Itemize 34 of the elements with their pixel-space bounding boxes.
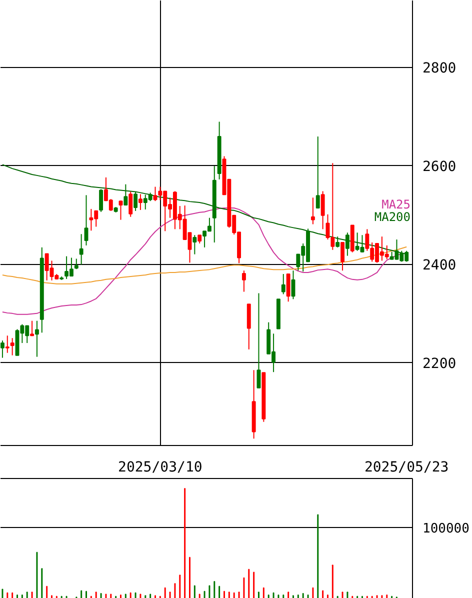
y-tick-label: 2600 — [422, 159, 456, 176]
candlestick — [0, 340, 4, 358]
candlestick — [74, 258, 78, 270]
candlestick — [316, 136, 320, 208]
candlestick — [10, 338, 14, 356]
candlestick — [134, 191, 138, 212]
y-tick-label: 100000 — [422, 521, 470, 536]
candlestick — [118, 200, 123, 220]
candlestick — [34, 320, 39, 358]
candlestick — [286, 274, 290, 302]
y-tick-label: 2200 — [422, 356, 456, 372]
candlestick — [128, 191, 133, 218]
candlestick — [320, 190, 325, 230]
candlestick — [5, 335, 10, 354]
candlestick — [281, 274, 286, 295]
text: MA25 — [382, 197, 411, 212]
candlestick — [340, 242, 344, 272]
candlestick — [345, 232, 350, 256]
y-tick-label: 2400 — [422, 258, 456, 274]
candlestick — [124, 184, 128, 206]
candlestick — [336, 236, 340, 248]
x-tick-label: 2025/03/10 — [118, 460, 202, 476]
candlestick — [242, 270, 246, 292]
candlestick — [84, 194, 88, 246]
candlestick — [256, 292, 261, 388]
candlestick — [99, 188, 104, 212]
candlestick — [79, 234, 84, 266]
x-tick-label: 2025/05/23 — [364, 460, 449, 476]
candlestick — [138, 194, 142, 210]
candlestick — [30, 320, 34, 336]
candlestick — [192, 234, 197, 255]
series-label: MA200 — [374, 210, 410, 224]
y-tick-label: 2800 — [422, 60, 456, 77]
candlestick — [310, 197, 315, 225]
